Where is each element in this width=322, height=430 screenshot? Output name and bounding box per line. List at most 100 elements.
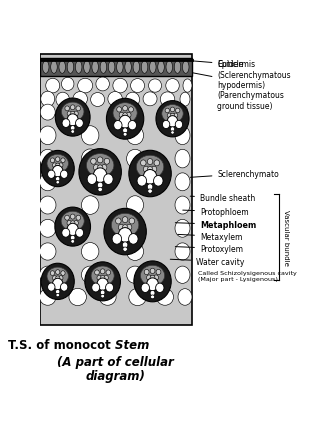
Text: Stem: Stem (115, 338, 154, 351)
Ellipse shape (55, 99, 90, 137)
Ellipse shape (129, 289, 146, 306)
Ellipse shape (81, 196, 99, 215)
Ellipse shape (40, 220, 56, 238)
Ellipse shape (97, 166, 103, 172)
Ellipse shape (56, 294, 60, 297)
Ellipse shape (98, 188, 102, 192)
Ellipse shape (40, 197, 56, 215)
Ellipse shape (62, 78, 74, 91)
Ellipse shape (93, 165, 99, 171)
Ellipse shape (52, 279, 63, 290)
Text: (A part of cellular: (A part of cellular (57, 355, 174, 369)
Ellipse shape (61, 212, 84, 231)
Ellipse shape (43, 61, 49, 74)
Ellipse shape (166, 61, 173, 74)
Bar (40, 59, 193, 77)
Ellipse shape (86, 154, 114, 178)
Ellipse shape (133, 61, 139, 74)
Ellipse shape (40, 127, 56, 145)
Ellipse shape (170, 114, 175, 119)
Ellipse shape (122, 243, 128, 248)
Ellipse shape (47, 267, 68, 286)
Ellipse shape (56, 177, 60, 182)
Ellipse shape (137, 176, 147, 187)
Ellipse shape (118, 228, 132, 243)
Ellipse shape (113, 79, 127, 94)
Ellipse shape (67, 224, 78, 236)
Ellipse shape (65, 216, 69, 221)
Ellipse shape (106, 283, 114, 292)
Ellipse shape (61, 271, 65, 276)
Ellipse shape (158, 61, 164, 74)
Ellipse shape (165, 109, 169, 114)
Text: Metaxylem: Metaxylem (178, 233, 242, 242)
Ellipse shape (156, 101, 189, 138)
Ellipse shape (62, 120, 70, 128)
Ellipse shape (177, 106, 188, 121)
Ellipse shape (67, 221, 71, 226)
Ellipse shape (147, 167, 153, 173)
Ellipse shape (40, 105, 55, 121)
Ellipse shape (127, 243, 144, 261)
Ellipse shape (40, 267, 56, 284)
Ellipse shape (170, 108, 175, 113)
Ellipse shape (116, 218, 121, 224)
Ellipse shape (123, 106, 128, 112)
Ellipse shape (175, 173, 190, 191)
Ellipse shape (151, 295, 155, 299)
Ellipse shape (76, 229, 84, 238)
Ellipse shape (81, 243, 99, 261)
Ellipse shape (76, 216, 80, 221)
Ellipse shape (76, 107, 80, 111)
Ellipse shape (143, 167, 149, 173)
Ellipse shape (156, 270, 161, 275)
Ellipse shape (174, 114, 178, 118)
Ellipse shape (71, 130, 74, 134)
Ellipse shape (136, 156, 164, 179)
Ellipse shape (127, 267, 144, 284)
Ellipse shape (74, 221, 78, 226)
Ellipse shape (67, 61, 74, 74)
Ellipse shape (47, 155, 68, 173)
Ellipse shape (175, 127, 190, 145)
Ellipse shape (150, 276, 155, 281)
Ellipse shape (40, 173, 56, 191)
Ellipse shape (140, 266, 165, 286)
Ellipse shape (162, 121, 170, 129)
Ellipse shape (75, 61, 82, 74)
Ellipse shape (112, 234, 122, 245)
Ellipse shape (46, 79, 60, 94)
Ellipse shape (40, 289, 56, 306)
Ellipse shape (52, 276, 57, 281)
Ellipse shape (114, 121, 122, 131)
Text: Metaphloem: Metaphloem (175, 221, 256, 230)
Ellipse shape (104, 175, 113, 185)
Ellipse shape (99, 289, 116, 306)
Ellipse shape (144, 270, 149, 275)
Ellipse shape (97, 276, 101, 281)
Ellipse shape (117, 61, 123, 74)
Ellipse shape (100, 290, 105, 295)
Ellipse shape (111, 214, 139, 237)
Ellipse shape (141, 283, 149, 293)
Ellipse shape (97, 183, 103, 189)
Ellipse shape (108, 92, 122, 107)
Ellipse shape (129, 218, 135, 224)
Ellipse shape (56, 290, 60, 295)
Text: Epidermis
(Sclerenchymatous
hypodermis)
(Parenchymatous
ground tissue): Epidermis (Sclerenchymatous hypodermis) … (193, 60, 291, 111)
Ellipse shape (91, 267, 114, 286)
Ellipse shape (143, 92, 157, 107)
Ellipse shape (156, 289, 174, 306)
Ellipse shape (128, 121, 137, 131)
Ellipse shape (166, 80, 179, 93)
Ellipse shape (129, 151, 171, 197)
Ellipse shape (76, 120, 83, 128)
Ellipse shape (141, 61, 148, 74)
Ellipse shape (78, 79, 93, 94)
Ellipse shape (143, 170, 157, 185)
Ellipse shape (109, 61, 115, 74)
Text: Vascular bundle: Vascular bundle (283, 210, 289, 266)
Ellipse shape (91, 93, 105, 107)
Ellipse shape (95, 270, 99, 275)
Ellipse shape (79, 149, 121, 196)
